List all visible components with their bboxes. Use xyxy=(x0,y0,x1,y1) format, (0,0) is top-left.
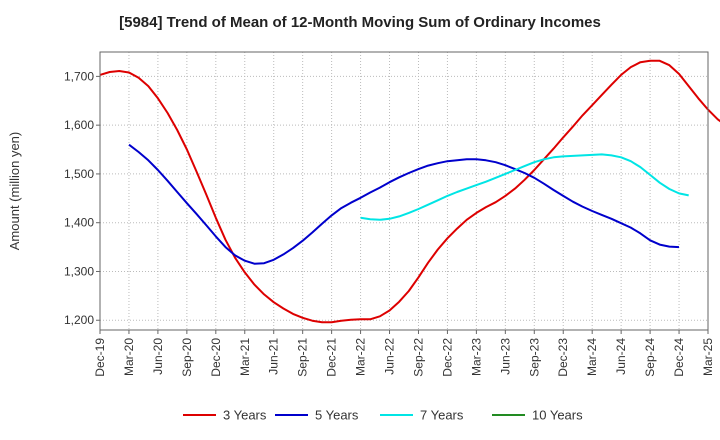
y-tick-label: 1,300 xyxy=(64,264,94,278)
x-tick-label: Jun-23 xyxy=(498,338,512,375)
y-tick-label: 1,700 xyxy=(64,69,94,83)
legend-label-10-years: 10 Years xyxy=(532,408,583,423)
x-tick-label: Dec-24 xyxy=(672,338,686,377)
chart-title: [5984] Trend of Mean of 12-Month Moving … xyxy=(119,14,601,31)
legend-label-3-years: 3 Years xyxy=(223,408,267,423)
x-tick-label: Mar-22 xyxy=(354,338,368,376)
x-tick-label: Sep-22 xyxy=(411,338,425,377)
y-axis-label: Amount (million yen) xyxy=(7,132,22,251)
x-tick-label: Mar-25 xyxy=(701,338,715,376)
x-tick-label: Mar-24 xyxy=(585,338,599,376)
series-lines xyxy=(99,59,720,324)
legend-label-5-years: 5 Years xyxy=(315,408,359,423)
x-tick-label: Sep-20 xyxy=(180,338,194,377)
x-tick-label: Mar-23 xyxy=(469,338,483,376)
x-tick-label: Mar-21 xyxy=(238,338,252,376)
legend: 3 Years 5 Years 7 Years 10 Years xyxy=(183,408,583,423)
x-tick-label: Sep-21 xyxy=(296,338,310,377)
x-tick-label: Dec-20 xyxy=(209,338,223,377)
series-line-3-years xyxy=(99,59,720,324)
y-tick-label: 1,200 xyxy=(64,313,94,327)
x-tick-label: Jun-20 xyxy=(151,338,165,375)
series-line-5-years xyxy=(128,143,680,265)
series-line-7-years xyxy=(360,153,689,221)
legend-label-7-years: 7 Years xyxy=(420,408,464,423)
plot-area-frame xyxy=(99,51,709,331)
y-tick-label: 1,500 xyxy=(64,167,94,181)
x-tick-label: Jun-21 xyxy=(267,338,281,375)
x-axis-ticks: Dec-19 Mar-20 Jun-20 Sep-20 Dec-20 Mar-21 Jun-… xyxy=(93,330,715,377)
x-tick-label: Dec-22 xyxy=(440,338,454,377)
x-tick-label: Sep-24 xyxy=(643,338,657,377)
x-tick-label: Jun-24 xyxy=(614,338,628,375)
y-axis-ticks: 1,200 1,300 1,400 1,500 1,600 1,700 xyxy=(64,69,100,327)
x-tick-label: Sep-23 xyxy=(527,338,541,377)
y-tick-label: 1,600 xyxy=(64,118,94,132)
grid-lines xyxy=(99,52,709,330)
x-tick-label: Dec-23 xyxy=(556,338,570,377)
y-tick-label: 1,400 xyxy=(64,216,94,230)
x-tick-label: Dec-21 xyxy=(325,338,339,377)
x-tick-label: Mar-20 xyxy=(122,338,136,376)
x-tick-label: Dec-19 xyxy=(93,338,107,377)
x-tick-label: Jun-22 xyxy=(383,338,397,375)
